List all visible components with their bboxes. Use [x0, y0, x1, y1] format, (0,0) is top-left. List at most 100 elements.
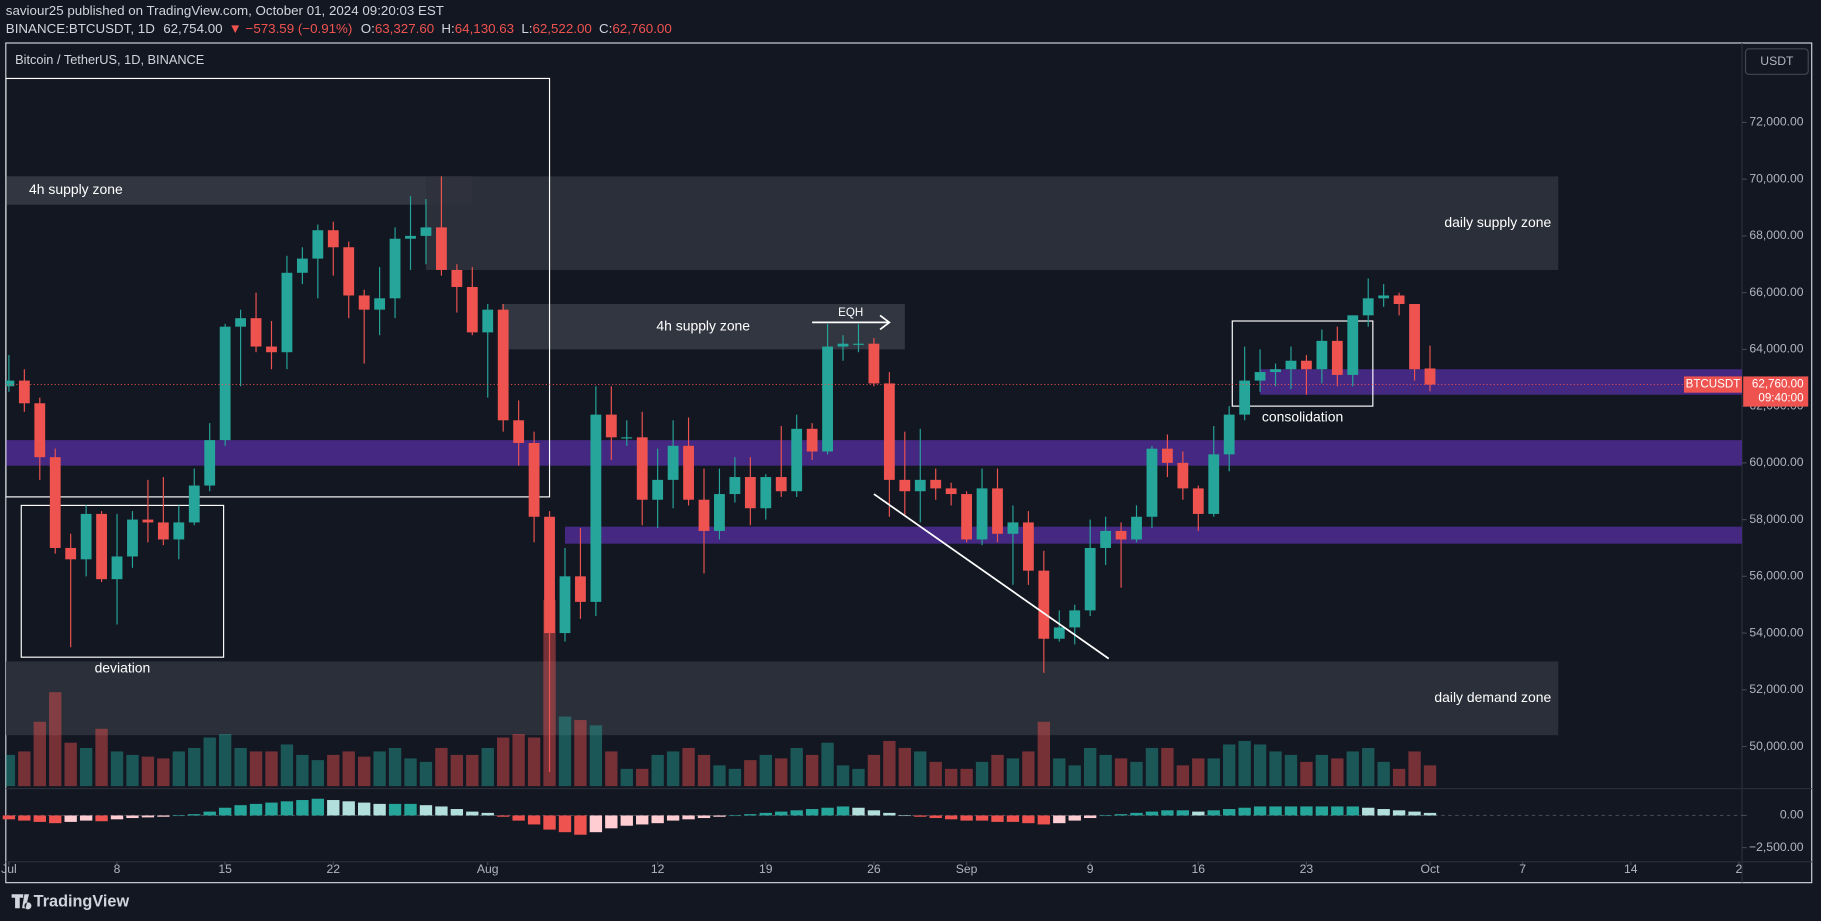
volume-bar: [188, 747, 201, 787]
candle-body: [806, 428, 818, 452]
y-tick-label: 64,000.00: [1749, 342, 1803, 356]
low-label: L:: [521, 21, 532, 36]
macd-bar: [883, 812, 896, 816]
volume-bar: [404, 758, 417, 787]
volume-bar: [1006, 758, 1020, 787]
candle-body: [1409, 303, 1420, 370]
currency[interactable]: USDT: [1760, 54, 1794, 68]
volume-bar: [497, 737, 510, 787]
macd-bar: [1022, 815, 1035, 824]
macd-bar: [1130, 812, 1143, 816]
candle-body: [714, 494, 725, 531]
volume-bar: [589, 725, 603, 787]
y-tick-label: 50,000.00: [1749, 739, 1803, 753]
candle-body: [1007, 522, 1019, 534]
candle-body: [837, 343, 849, 347]
volume-bar: [1269, 751, 1282, 787]
volume-bar: [1114, 758, 1128, 787]
volume-bar: [1362, 747, 1375, 787]
price-tag: [1743, 376, 1809, 407]
macd-bar: [33, 815, 46, 822]
candle-body: [5, 380, 15, 387]
candle-body: [1162, 448, 1173, 463]
volume-bar: [1022, 751, 1035, 787]
macd-bar: [867, 810, 881, 816]
x-tick-label: 7: [1519, 862, 1526, 876]
x-tick-label: 23: [1300, 862, 1314, 876]
candle-body: [528, 442, 540, 517]
candle-body: [914, 479, 926, 492]
volume-bar: [110, 751, 124, 787]
macd-bar: [944, 815, 958, 820]
y-tick-label: 72,000.00: [1749, 115, 1803, 129]
macd-bar: [898, 815, 911, 817]
macd-tick-label: −2,500.00: [1749, 840, 1804, 854]
change: ▼ −573.59 (−0.91%): [229, 21, 353, 36]
symbol: BINANCE:BTCUSDT, 1D: [6, 21, 155, 36]
y-tick-label: 70,000.00: [1749, 171, 1803, 185]
macd-bar: [1176, 810, 1190, 816]
macd-bar: [1315, 806, 1329, 816]
candle-body: [343, 247, 355, 296]
volume-bar: [357, 756, 371, 787]
volume-bar: [790, 747, 803, 787]
y-tick-label: 52,000.00: [1749, 682, 1803, 696]
candle-body: [575, 576, 586, 602]
volume-bar: [867, 754, 881, 787]
candle-body: [868, 343, 880, 384]
macd-bar: [666, 815, 680, 821]
macd-bar: [605, 815, 618, 829]
macd-bar: [527, 815, 541, 825]
candle-body: [173, 522, 185, 540]
y-tick-label: 68,000.00: [1749, 228, 1803, 242]
candle-body: [142, 519, 154, 523]
symbol-tag: [1683, 376, 1743, 393]
volume-bar: [1238, 740, 1251, 787]
macd-bar: [1377, 809, 1390, 816]
volume-bar: [1315, 754, 1329, 787]
chart-title: Bitcoin / TetherUS, 1D, BINANCE: [15, 52, 204, 67]
macd-bar: [188, 814, 201, 816]
macd-bar: [18, 815, 31, 821]
macd-tick-label: 0.00: [1780, 808, 1804, 822]
volume-bar: [234, 747, 247, 787]
currency-button[interactable]: [1744, 48, 1809, 75]
macd-bar: [1083, 815, 1097, 819]
macd-bar: [713, 815, 726, 817]
macd-bar: [836, 806, 850, 816]
volume-bar: [342, 751, 355, 787]
volume-bar: [1300, 761, 1313, 787]
candle-body: [1084, 547, 1096, 611]
zone-label: 4h supply zone: [29, 181, 123, 197]
candle-body: [945, 488, 957, 495]
volume-bar: [296, 754, 309, 787]
macd-bar: [852, 807, 865, 816]
volume-bar: [666, 751, 680, 787]
candle-body: [389, 238, 401, 299]
candle-body: [1069, 610, 1081, 628]
macd-bar: [1362, 807, 1375, 816]
volume-bar: [126, 754, 139, 787]
zone-label: daily supply zone: [1444, 214, 1551, 230]
candle-body: [296, 258, 308, 273]
x-tick-label: 19: [759, 862, 773, 876]
macd-bar: [744, 814, 757, 816]
symbol-tag-label: BTCUSDT: [1686, 378, 1741, 391]
zone: [5, 176, 473, 205]
high-value: 64,130.63: [455, 21, 514, 36]
x-tick-label: Aug: [477, 862, 499, 876]
y-tick-label: 56,000.00: [1749, 569, 1803, 583]
macd-bar: [1037, 815, 1051, 825]
y-tick-label: 66,000.00: [1749, 285, 1803, 299]
volume-bar: [728, 768, 742, 787]
macd-bar: [249, 803, 263, 816]
candle-body: [605, 414, 617, 438]
macd-bar: [497, 815, 510, 817]
macd-bar: [636, 815, 649, 825]
volume-bar: [157, 758, 170, 787]
zone-label: 4h supply zone: [656, 317, 750, 333]
x-tick-label: Oct: [1421, 862, 1441, 876]
volume-bar: [605, 751, 618, 787]
zone: [501, 303, 905, 350]
x-tick-label: 16: [1192, 862, 1206, 876]
